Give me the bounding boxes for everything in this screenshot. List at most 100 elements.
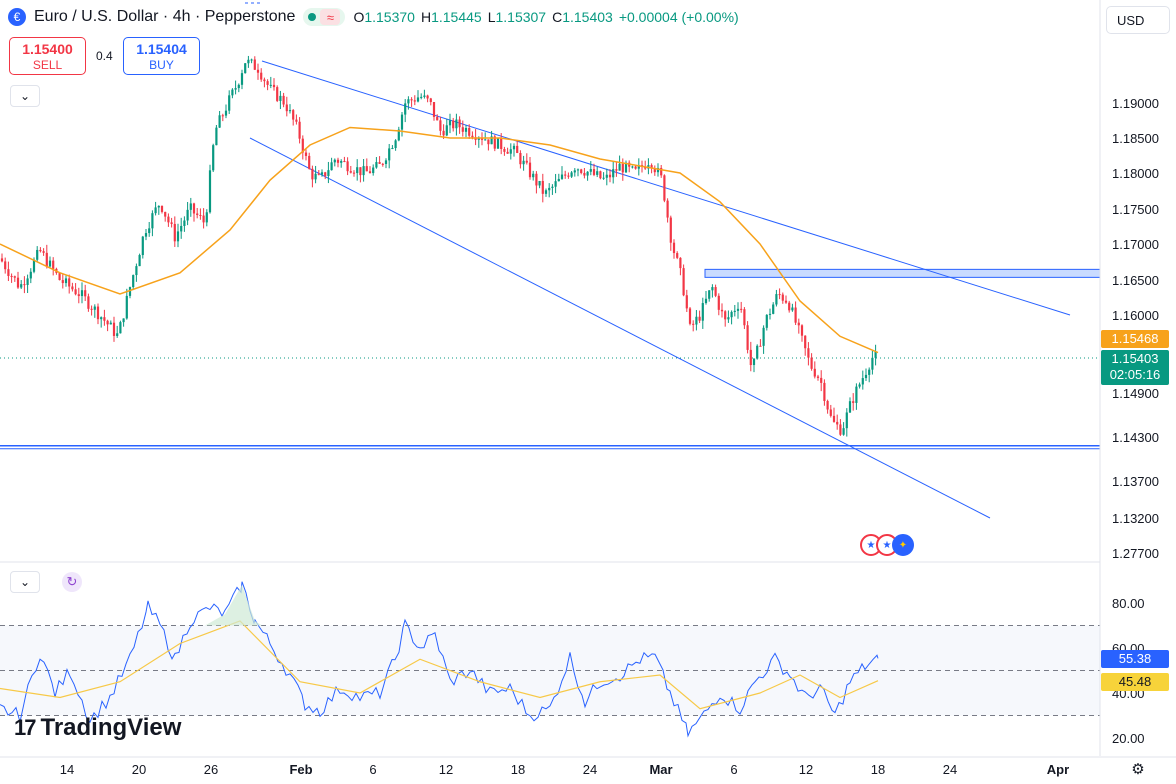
- candle-body: [644, 166, 647, 169]
- candle-body: [711, 287, 714, 291]
- candle-body: [567, 175, 570, 177]
- candle-body: [445, 125, 448, 136]
- candle-body: [176, 231, 180, 242]
- candle-body: [138, 255, 141, 267]
- candle-body: [90, 308, 93, 310]
- bar-countdown: 02:05:16: [1109, 367, 1161, 382]
- market-status-pill[interactable]: ≈: [303, 8, 346, 26]
- ohlc-change-value: +0.00004 (+0.00%): [618, 9, 739, 25]
- candle-body: [397, 129, 400, 141]
- candle-body: [554, 181, 557, 187]
- candle-body: [196, 213, 199, 216]
- candle-body: [375, 162, 378, 168]
- candle-body: [141, 236, 144, 256]
- candle-body: [468, 127, 471, 136]
- candle-body: [448, 120, 452, 126]
- candle-body: [45, 252, 48, 267]
- candle-body: [68, 278, 71, 287]
- symbol-title[interactable]: Euro / U.S. Dollar · 4h · Pepperstone: [34, 8, 296, 25]
- candle-body: [164, 211, 167, 217]
- candle-body: [208, 170, 212, 213]
- candle-body: [704, 298, 708, 304]
- candle-body: [336, 159, 340, 163]
- last-price-tag: 1.15403 02:05:16: [1101, 350, 1169, 385]
- candle-body: [852, 401, 855, 403]
- candle-body: [32, 259, 36, 272]
- candle-body: [132, 275, 135, 288]
- time-tick-label: 24: [943, 762, 957, 777]
- candle-body: [58, 272, 61, 281]
- rsi-line: [0, 581, 879, 738]
- refresh-icon[interactable]: ↻: [62, 572, 82, 592]
- candle-body: [160, 205, 164, 212]
- collapse-rsi-button[interactable]: ⌄: [10, 571, 40, 593]
- price-tick-label: 1.18500: [1112, 131, 1159, 146]
- ohlc-values: O1.15370 H1.15445 L1.15307 C1.15403 +0.0…: [353, 9, 738, 25]
- candle-body: [826, 400, 829, 410]
- candle-body: [61, 280, 64, 284]
- candle-body: [352, 172, 356, 174]
- candle-body: [266, 81, 269, 85]
- candle-body: [144, 233, 148, 237]
- candle-body: [23, 284, 26, 286]
- candle-body: [368, 171, 372, 174]
- candle-body: [391, 148, 394, 150]
- candle-body: [221, 115, 224, 117]
- candle-body: [410, 99, 413, 101]
- sell-button[interactable]: 1.15400 SELL: [9, 37, 86, 75]
- candle-body: [135, 266, 138, 276]
- time-tick-label: 6: [369, 762, 376, 777]
- candle-body: [112, 322, 116, 336]
- buy-button[interactable]: 1.15404 BUY: [123, 37, 200, 75]
- ohlc-low-key: L: [487, 9, 496, 25]
- candle-body: [733, 310, 736, 312]
- candle-body: [621, 163, 624, 173]
- candle-body: [20, 284, 23, 288]
- candle-body: [452, 120, 455, 129]
- candle-body: [496, 137, 500, 149]
- candle-body: [544, 190, 548, 194]
- candle-body: [820, 377, 823, 383]
- candle-body: [637, 165, 640, 169]
- candle-body: [839, 424, 842, 435]
- last-price: 1.15403: [1111, 351, 1159, 366]
- candle-body: [464, 127, 468, 132]
- candle-body: [224, 110, 228, 116]
- candle-body: [372, 167, 375, 174]
- candle-body: [528, 162, 532, 178]
- spread-value: 0.4: [96, 49, 113, 63]
- candle-body: [580, 169, 583, 173]
- candle-body: [762, 327, 765, 346]
- candle-body: [576, 169, 580, 171]
- collapse-indicators-button[interactable]: ⌄: [10, 85, 40, 107]
- price-tick-label: 1.13700: [1112, 474, 1159, 489]
- eu-flag-icon[interactable]: ✦: [892, 534, 914, 556]
- candle-body: [583, 172, 586, 176]
- candle-body: [506, 151, 509, 154]
- candle-body: [615, 169, 618, 171]
- gear-icon[interactable]: ⚙: [1131, 761, 1145, 778]
- candle-body: [80, 290, 84, 297]
- candle-body: [340, 161, 343, 163]
- tradingview-logo[interactable]: 17 TradingView: [14, 714, 181, 742]
- candle-body: [461, 127, 464, 132]
- candle-body: [538, 180, 541, 186]
- candle-body: [442, 130, 445, 136]
- price-pane[interactable]: [0, 2, 1101, 563]
- currency-select[interactable]: USD: [1106, 6, 1170, 34]
- time-axis[interactable]: 14 20 26 Feb 6 12 18 24 Mar 6 12 18 24 Apr: [0, 756, 1176, 777]
- candle-body: [343, 161, 346, 163]
- candle-body: [260, 72, 263, 80]
- symbol-header[interactable]: € Euro / U.S. Dollar · 4h · Pepperstone …: [8, 8, 739, 26]
- rsi-pane[interactable]: [0, 581, 1100, 738]
- candle-body: [669, 217, 672, 243]
- economic-events[interactable]: ★ ★ ✦: [860, 534, 914, 556]
- candle-body: [813, 368, 816, 377]
- candle-body: [420, 96, 423, 98]
- candle-body: [487, 139, 490, 145]
- candle-body: [64, 278, 68, 284]
- candle-body: [759, 345, 762, 347]
- candle-body: [631, 166, 634, 168]
- candle-body: [599, 171, 602, 179]
